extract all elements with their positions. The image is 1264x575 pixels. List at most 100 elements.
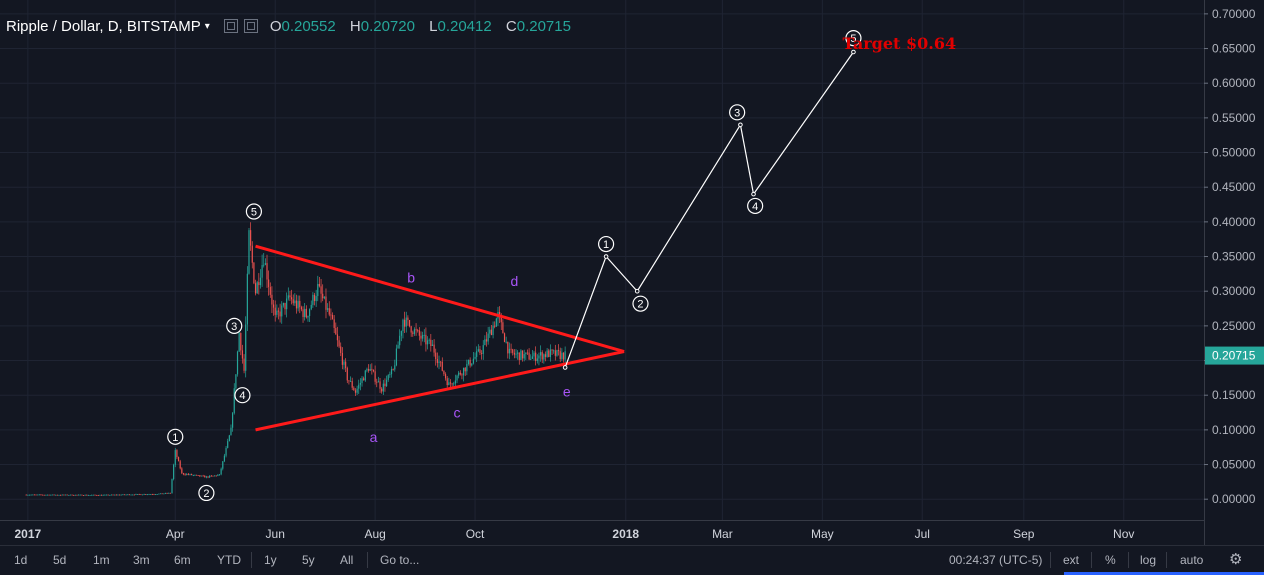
candle-body — [100, 494, 103, 496]
candle-body — [227, 441, 229, 448]
candle-body — [358, 384, 360, 389]
candle-body — [481, 353, 483, 354]
candle-body — [557, 350, 560, 352]
clock-timezone[interactable]: 00:24:37 (UTC-5) — [949, 553, 1043, 567]
candle-body — [499, 311, 501, 317]
range-1m-button[interactable]: 1m — [93, 553, 110, 567]
candle-body — [472, 358, 475, 364]
candle-body — [217, 474, 219, 476]
wave-label-circle — [747, 197, 764, 215]
candle-body — [417, 330, 419, 332]
time-axis[interactable]: 2017 Apr Jun Aug Oct 2018 Mar May Jul Sep Nov — [0, 520, 1204, 542]
wave-label: 2 — [637, 299, 643, 311]
gear-icon[interactable]: ⚙ — [1229, 551, 1243, 568]
candle-body — [94, 494, 96, 496]
candle-body — [58, 494, 60, 496]
candle-body — [158, 493, 160, 495]
candle-body — [385, 379, 388, 387]
wave-label: 1 — [603, 239, 609, 251]
price-tick-label: 0.55000 — [1212, 111, 1256, 125]
price-chart[interactable]: 1 2 3 4 5 1 2 3 4 5 a b c d e Target $0.64 0.70000 0.650… — [0, 0, 1264, 545]
candle-body — [374, 371, 376, 382]
symbol-title[interactable]: Ripple / Dollar, D, BITSTAMP — [6, 17, 201, 35]
range-3m-button[interactable]: 3m — [133, 553, 150, 567]
candle-body — [331, 314, 334, 320]
candle-body — [177, 457, 180, 462]
candle-body — [191, 474, 193, 476]
candle-body — [367, 369, 370, 371]
ext-hours-toggle[interactable]: ext — [1063, 553, 1080, 567]
range-5d-button[interactable]: 5d — [53, 553, 67, 567]
range-5y-button[interactable]: 5y — [302, 553, 315, 567]
last-price-label: 0.20715 — [1212, 349, 1256, 363]
candle-body — [490, 329, 493, 336]
candle-body — [515, 353, 517, 355]
log-scale-toggle[interactable]: log — [1140, 553, 1157, 567]
candle-body — [533, 352, 535, 357]
percent-scale-toggle[interactable]: % — [1105, 553, 1116, 567]
candle-body — [32, 494, 34, 496]
goto-date-button[interactable]: Go to... — [380, 553, 420, 567]
candle-body — [243, 358, 245, 371]
candle-body — [512, 349, 514, 353]
candle-body — [333, 319, 335, 328]
candle-body — [173, 464, 175, 480]
indicators-icon[interactable] — [243, 19, 258, 33]
range-1d-button[interactable]: 1d — [14, 553, 28, 567]
price-axis-panel — [1204, 0, 1264, 545]
toolbar-divider — [367, 552, 368, 568]
candle-body — [82, 495, 85, 497]
range-all-button[interactable]: All — [340, 553, 354, 567]
candle-body — [43, 494, 45, 496]
candle-body — [238, 333, 240, 352]
candle-body — [464, 367, 466, 372]
auto-scale-toggle[interactable]: auto — [1180, 553, 1204, 567]
candle-body — [115, 494, 117, 496]
candle-body — [295, 300, 298, 309]
wave-label: 5 — [850, 33, 856, 45]
range-6m-button[interactable]: 6m — [174, 553, 191, 567]
candle-body — [55, 494, 57, 496]
price-tick-label: 0.00000 — [1212, 492, 1256, 506]
candle-body — [405, 317, 407, 327]
candle-body — [330, 314, 332, 316]
candle-body — [284, 302, 286, 310]
candle-body — [521, 350, 524, 359]
price-tick-label: 0.50000 — [1212, 146, 1256, 160]
candle-body — [199, 475, 201, 477]
candle-body — [479, 349, 481, 354]
candle-body — [56, 494, 58, 496]
candle-body — [392, 369, 394, 370]
compare-icon[interactable] — [223, 19, 238, 33]
range-ytd-button[interactable]: YTD — [217, 553, 241, 567]
candle-body — [335, 327, 337, 335]
candle-body — [471, 363, 473, 366]
candle-body — [502, 322, 504, 334]
range-1y-button[interactable]: 1y — [264, 553, 277, 567]
candle-body — [413, 329, 416, 334]
candle-body — [530, 358, 532, 360]
candle-body — [420, 335, 422, 339]
candle-body — [428, 339, 430, 341]
candle-body — [250, 230, 252, 246]
wave-label: 2 — [203, 488, 209, 500]
candle-body — [41, 494, 44, 496]
candle-body — [179, 461, 181, 469]
candle-body — [485, 339, 488, 342]
candle-body — [277, 310, 280, 312]
chevron-down-icon[interactable]: ▾ — [204, 20, 210, 32]
candle-body — [382, 383, 384, 392]
candle-body — [384, 383, 386, 387]
candle-body — [91, 494, 93, 496]
price-axis[interactable]: 0.70000 0.65000 0.60000 0.55000 0.50000 0.450… — [1204, 0, 1264, 545]
grid — [0, 0, 1204, 520]
time-tick-label: 2018 — [612, 527, 639, 541]
candle-body — [254, 283, 257, 294]
ohlc-high-value: 0.20720 — [360, 17, 415, 35]
candle-body — [456, 375, 458, 381]
candle-body — [372, 369, 375, 372]
candle-body — [225, 447, 227, 456]
candle-body — [294, 300, 296, 304]
candle-body — [71, 494, 73, 496]
candle-body — [402, 319, 404, 332]
